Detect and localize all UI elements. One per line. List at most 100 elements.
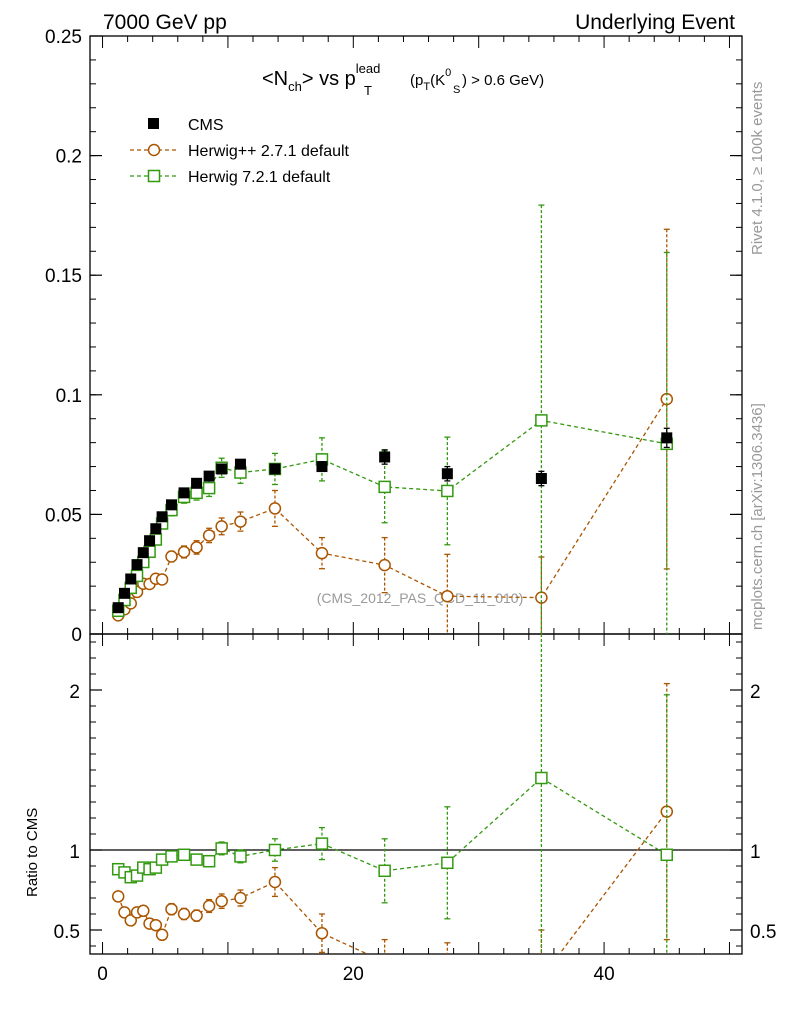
main-herwigpp-point bbox=[202, 529, 216, 542]
main-cms-point bbox=[203, 470, 215, 482]
ratio-herwigpp-point bbox=[234, 891, 247, 905]
ratio-xtick-label: 20 bbox=[343, 964, 364, 985]
ratio-xtick-label: 40 bbox=[594, 964, 615, 985]
ratio-herwigpp-point bbox=[202, 899, 216, 913]
main-ytick-label: 0.2 bbox=[56, 147, 82, 168]
main-herwigpp-point bbox=[234, 515, 247, 528]
main-cms-point bbox=[156, 511, 168, 523]
ratio-herwig7-point bbox=[130, 869, 144, 882]
main-cms-point bbox=[118, 587, 130, 599]
ratio-herwigpp-point bbox=[124, 914, 137, 927]
main-ytick-label: 0.05 bbox=[45, 505, 82, 526]
ratio-ytick-label-right: 1 bbox=[750, 842, 761, 863]
main-cms-point bbox=[269, 463, 281, 475]
ratio-herwig7-point bbox=[165, 850, 178, 863]
main-ytick-label: 0.25 bbox=[45, 27, 82, 48]
main-cms-series bbox=[112, 427, 673, 614]
main-herwigpp-point bbox=[155, 573, 169, 586]
header-energy: 7000 GeV pp bbox=[103, 11, 227, 34]
ratio-herwigpp-point bbox=[315, 926, 329, 940]
main-cms-point bbox=[150, 523, 162, 535]
ratio-herwigpp-point bbox=[149, 918, 163, 932]
legend-label-herwigpp: Herwig++ 2.7.1 default bbox=[188, 143, 350, 160]
ratio-xtick-label: 0 bbox=[97, 964, 108, 985]
ratio-herwig7-point bbox=[190, 853, 203, 866]
ratio-herwig7-point bbox=[535, 771, 548, 785]
legend-label-cms: CMS bbox=[188, 117, 224, 134]
main-herwigpp-point bbox=[215, 520, 228, 533]
main-herwigpp-point bbox=[441, 589, 454, 603]
ratio-plot-frame bbox=[89, 633, 743, 955]
main-herwig7-point bbox=[190, 486, 203, 500]
main-cms-point bbox=[441, 468, 453, 480]
ratio-herwig7-series bbox=[111, 634, 674, 954]
main-ytick-label: 0.15 bbox=[45, 266, 82, 287]
main-herwigpp-point bbox=[315, 546, 329, 560]
ratio-ytick-label-right: 0.5 bbox=[750, 922, 776, 943]
ratio-herwigpp-point bbox=[268, 875, 282, 889]
main-cms-point bbox=[379, 451, 391, 463]
main-herwig7-point bbox=[202, 481, 216, 495]
ratio-herwig7-point bbox=[202, 854, 216, 868]
main-cms-point bbox=[178, 487, 190, 499]
ratio-herwig7-point bbox=[177, 848, 191, 862]
legend-marker-herwig7 bbox=[147, 169, 161, 183]
ratio-herwig7-point bbox=[441, 856, 454, 870]
mcplots-label: mcplots.cern.ch [arXiv:1306.3436] bbox=[749, 403, 766, 630]
ratio-ytick-label: 1 bbox=[69, 842, 80, 863]
main-herwigpp-point bbox=[190, 541, 203, 554]
legend-label-herwig7: Herwig 7.2.1 default bbox=[188, 169, 331, 186]
legend-marker-cms bbox=[148, 118, 159, 129]
ratio-herwig7-point bbox=[234, 850, 247, 863]
ratio-herwig7-point bbox=[149, 861, 163, 874]
ratio-herwig7-point bbox=[268, 843, 282, 857]
legend: CMS Herwig++ 2.7.1 default Herwig 7.2.1 … bbox=[130, 117, 350, 186]
ratio-ytick-label: 2 bbox=[69, 682, 80, 703]
ratio-herwigpp-point bbox=[111, 890, 125, 903]
legend-marker-herwigpp bbox=[147, 143, 161, 157]
ratio-ytick-label: 0.5 bbox=[54, 922, 80, 943]
ratio-herwig7-point bbox=[660, 848, 674, 862]
ratio-herwigpp-line bbox=[117, 811, 668, 954]
ratio-herwig7-point bbox=[315, 837, 329, 850]
main-herwigpp-point bbox=[165, 550, 178, 563]
main-cms-point bbox=[216, 463, 228, 475]
main-cms-point bbox=[316, 461, 328, 473]
ratio-ytick-label-right: 2 bbox=[750, 682, 761, 703]
ratio-herwigpp-point bbox=[177, 907, 191, 921]
main-herwig7-line bbox=[117, 419, 667, 612]
ratio-herwig7-point bbox=[378, 864, 391, 878]
main-herwig7-point bbox=[535, 414, 548, 427]
main-cms-point bbox=[166, 499, 177, 511]
ratio-herwigpp-point bbox=[215, 894, 228, 908]
main-ytick-label: 0.1 bbox=[56, 386, 82, 407]
main-cms-point bbox=[112, 602, 124, 614]
analysis-watermark: (CMS_2012_PAS_QCD_11_010) bbox=[317, 590, 524, 606]
main-herwigpp-point bbox=[177, 545, 191, 559]
main-cms-point bbox=[137, 547, 149, 559]
main-herwigpp-point bbox=[378, 558, 391, 572]
main-cms-point bbox=[125, 573, 137, 585]
main-herwigpp-point bbox=[268, 502, 282, 515]
main-cms-point bbox=[234, 458, 246, 470]
ratio-herwigpp-point bbox=[137, 904, 150, 918]
rivet-version-label: Rivet 4.1.0, ≥ 100k events bbox=[749, 82, 766, 255]
ratio-herwigpp-series bbox=[111, 682, 674, 954]
main-cms-point bbox=[131, 559, 143, 571]
ratio-herwig7-point bbox=[215, 842, 228, 855]
ratio-herwigpp-point bbox=[118, 906, 131, 919]
main-cms-point bbox=[144, 535, 156, 547]
ratio-herwigpp-point bbox=[190, 909, 203, 922]
main-cms-point bbox=[535, 473, 547, 485]
main-herwig7-point bbox=[378, 480, 391, 494]
ratio-herwigpp-point bbox=[155, 928, 169, 942]
main-herwigpp-series bbox=[111, 228, 674, 634]
main-herwigpp-line bbox=[117, 398, 668, 616]
main-cms-point bbox=[661, 432, 673, 444]
ratio-herwigpp-point bbox=[165, 902, 178, 916]
main-ytick-label: 0 bbox=[71, 625, 82, 646]
header-process: Underlying Event bbox=[575, 11, 735, 34]
ratio-ylabel: Ratio to CMS bbox=[24, 808, 41, 897]
main-cms-point bbox=[191, 477, 203, 489]
